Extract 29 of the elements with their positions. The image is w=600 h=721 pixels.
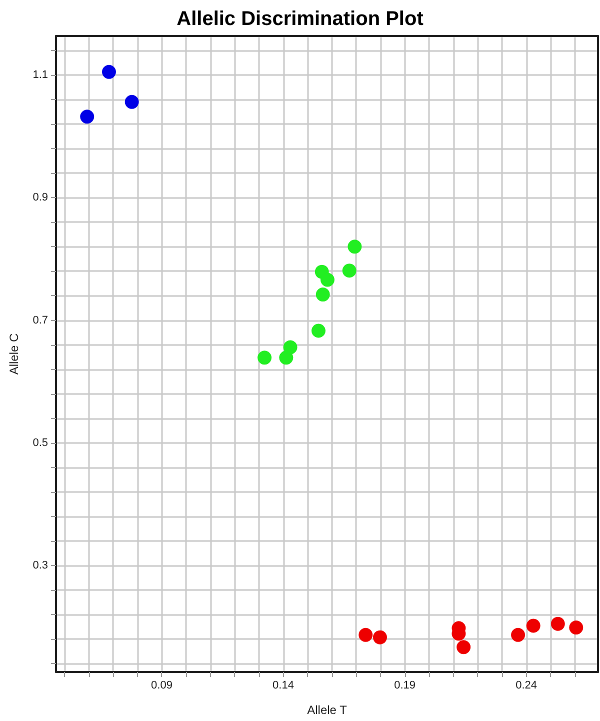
point (320, 272, 334, 287)
point (456, 640, 471, 654)
x-axis-title: Allele T (307, 703, 348, 717)
y-tick-label: 0.3 (32, 560, 48, 572)
point (312, 324, 326, 338)
y-tick-label: 0.9 (32, 192, 48, 204)
point (348, 240, 362, 254)
point (526, 618, 540, 633)
point (373, 630, 387, 644)
point (258, 350, 272, 365)
point (342, 264, 356, 278)
point (316, 288, 330, 302)
x-tick-label: 0.19 (394, 680, 416, 692)
y-tick-label: 0.5 (32, 436, 48, 449)
x-tick-label: 0.14 (272, 680, 294, 692)
point (358, 628, 373, 642)
point (550, 616, 565, 631)
point (80, 110, 94, 124)
point (569, 620, 584, 635)
y-tick-label: 0.7 (32, 314, 48, 326)
y-axis-title: Allele C (7, 332, 21, 375)
y-tick-label: 1.1 (32, 68, 48, 81)
x-tick-label: 0.09 (151, 680, 172, 692)
x-tick-label: 0.24 (516, 680, 538, 692)
point (511, 628, 526, 642)
point (124, 94, 139, 109)
point (283, 340, 298, 354)
chart-title: Allelic Discrimination Plot (176, 8, 424, 30)
point (102, 64, 116, 79)
